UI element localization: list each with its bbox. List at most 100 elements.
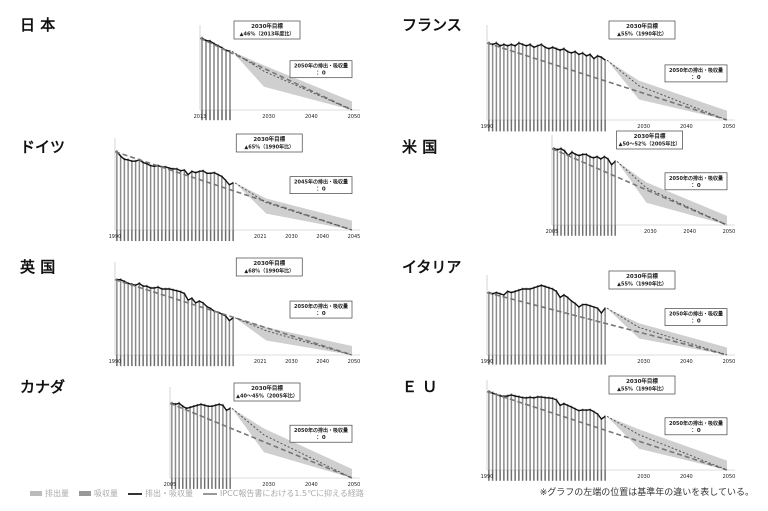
removal-bar — [548, 355, 550, 365]
removal-bar — [134, 230, 137, 242]
emission-bar — [563, 149, 566, 225]
removal-bar — [518, 120, 520, 132]
emission-bar — [578, 306, 580, 355]
removal-bar — [610, 225, 613, 236]
projection-band — [232, 51, 352, 110]
removal-bar — [495, 120, 498, 132]
removal-bar — [536, 355, 539, 365]
emission-bar — [495, 41, 498, 120]
removal-bar — [585, 355, 588, 365]
emission-bar — [563, 293, 565, 355]
removal-bar — [495, 470, 498, 481]
x-tick-label: 2030 — [644, 229, 657, 235]
emission-bar — [119, 154, 122, 230]
removal-bar — [607, 225, 609, 236]
removal-bar — [202, 355, 204, 367]
emission-bar — [123, 157, 126, 230]
emission-bar — [229, 406, 231, 478]
removal-bar — [224, 230, 227, 242]
removal-bar — [566, 355, 569, 365]
emission-bar — [232, 317, 234, 355]
removal-bar — [540, 120, 543, 132]
removal-bar — [521, 120, 524, 132]
removal-bar — [146, 355, 148, 367]
emission-bar — [514, 44, 516, 120]
emission-bar — [214, 403, 217, 478]
emission-bar — [168, 287, 171, 355]
country-label: 英 国 — [20, 258, 56, 276]
emission-bar — [506, 290, 509, 355]
emission-bar — [551, 45, 554, 120]
removal-bar — [157, 355, 159, 367]
emission-bar — [153, 165, 156, 230]
removal-bar — [566, 120, 569, 132]
ipcc-path-line — [486, 291, 728, 356]
removal-bar — [491, 470, 494, 481]
x-tick-label: 2005 — [546, 229, 559, 235]
net-emissions-line — [488, 42, 606, 61]
removal-bar — [518, 470, 520, 481]
emission-bar — [585, 303, 588, 355]
emission-bar — [540, 395, 543, 470]
removal-bar — [540, 470, 543, 481]
removal-bar — [510, 120, 513, 132]
emission-bar — [491, 292, 494, 355]
emission-bar — [127, 281, 129, 355]
removal-bar — [189, 478, 191, 489]
emission-bar — [525, 287, 528, 355]
emission-bar — [604, 58, 606, 120]
removal-bar — [529, 470, 531, 481]
emission-bar — [600, 56, 603, 120]
emission-bar — [600, 417, 603, 470]
emission-bar — [556, 148, 559, 225]
x-tick-label: 2040 — [316, 359, 329, 365]
removal-bar — [567, 225, 569, 236]
emission-bar — [187, 299, 189, 355]
projection-band — [617, 161, 727, 225]
net-emissions-line — [488, 390, 606, 420]
emission-bar — [559, 296, 561, 355]
removal-bar — [563, 355, 565, 365]
emission-bar — [179, 169, 182, 230]
removal-bar — [225, 478, 228, 489]
removal-bar — [127, 355, 129, 367]
removal-bar — [209, 230, 212, 242]
removal-bar — [146, 230, 148, 242]
emission-bar — [194, 301, 197, 355]
emission-bar — [202, 169, 204, 230]
removal-bar — [521, 355, 524, 365]
emission-bar — [555, 398, 558, 470]
removal-bar — [178, 478, 180, 489]
emission-bar — [183, 168, 186, 230]
target-path-line — [606, 307, 728, 356]
emission-bar — [217, 173, 219, 230]
emission-bar — [131, 159, 133, 230]
removal-bar — [566, 470, 569, 481]
removal-bar — [214, 478, 217, 489]
removal-bar — [183, 230, 186, 242]
removal-bar — [596, 470, 599, 481]
netzero-callout-title: 2050年の排出・吸収量 — [669, 67, 723, 74]
emission-bar — [566, 404, 569, 470]
removal-bar — [563, 470, 565, 481]
removal-bar — [201, 110, 203, 121]
target-path-line — [231, 50, 353, 111]
netzero-callout-text: ：0 — [316, 435, 326, 441]
target-callout-title: 2030年目標 — [626, 22, 658, 30]
emission-bar — [593, 410, 595, 470]
ipcc-path-line — [486, 390, 728, 471]
removal-bar — [544, 355, 546, 365]
net-emissions-line — [116, 151, 234, 186]
emission-bar — [164, 165, 167, 230]
emission-bar — [499, 44, 501, 120]
target-callout-box — [608, 270, 676, 290]
removal-bar — [213, 230, 216, 242]
emission-bar — [183, 292, 186, 355]
emission-bar — [201, 36, 203, 111]
emission-bar — [614, 160, 616, 225]
removal-bar — [510, 470, 513, 481]
emission-bar — [604, 307, 606, 355]
emission-bar — [585, 153, 588, 225]
removal-bar — [172, 355, 174, 367]
x-tick-label: 2030 — [262, 482, 275, 488]
